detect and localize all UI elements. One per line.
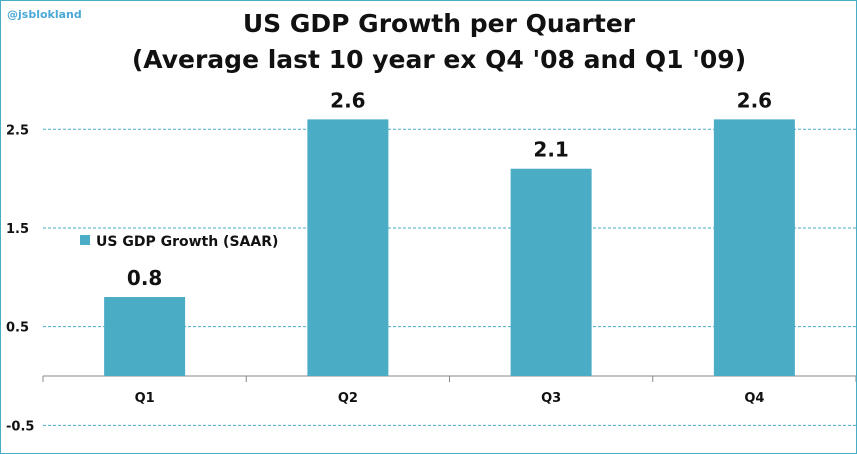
bar-q1 [104,297,186,376]
data-label: 2.1 [533,138,568,162]
y-tick-label: 1.5 [6,222,29,237]
legend-swatch [80,235,90,245]
chart-title: US GDP Growth per Quarter [243,9,636,38]
bar-q4 [713,119,795,376]
x-tick-label: Q4 [744,391,764,406]
x-tick-label: Q1 [135,391,155,406]
legend: US GDP Growth (SAAR) [80,234,278,250]
data-label: 2.6 [737,88,772,112]
chart-subtitle: (Average last 10 year ex Q4 '08 and Q1 '… [132,45,746,74]
data-label: 0.8 [127,266,162,290]
bar-q2 [307,119,389,376]
y-tick-label: 2.5 [6,123,29,138]
y-tick-label: -0.5 [6,419,34,434]
y-tick-label: 0.5 [6,321,29,336]
watermark: @jsblokland [7,8,82,21]
data-label: 2.6 [330,88,365,112]
legend-label: US GDP Growth (SAAR) [96,234,278,250]
bar-q3 [510,168,592,376]
x-tick-label: Q3 [541,391,561,406]
x-tick-label: Q2 [338,391,358,406]
